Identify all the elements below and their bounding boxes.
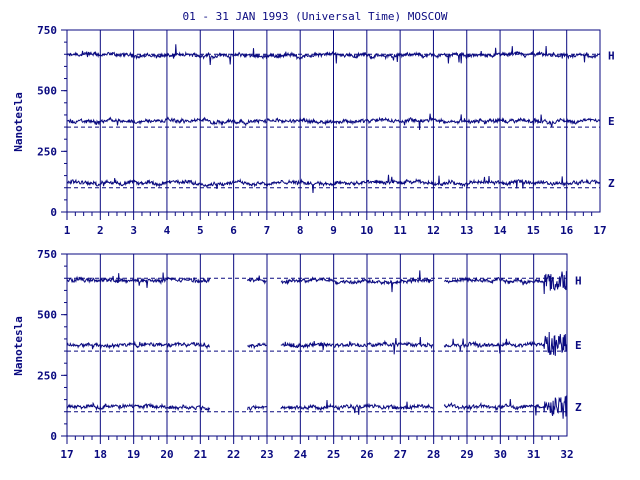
x-tick-label: 18 (94, 448, 107, 461)
x-tick-label: 27 (394, 448, 407, 461)
y-axis-label-bottom: Nanotesla (12, 316, 25, 376)
trace-z (66, 174, 601, 194)
trace-e (66, 331, 568, 356)
y-tick-label: 500 (37, 85, 57, 98)
x-tick-label: 21 (194, 448, 208, 461)
y-tick-label: 0 (50, 206, 57, 219)
x-tick-label: 32 (560, 448, 573, 461)
x-tick-label: 2 (97, 224, 104, 237)
y-tick-label: 0 (50, 430, 57, 443)
y-axis-label-top: Nanotesla (12, 92, 25, 152)
panel-top: Nanotesla 1 2 3 4 5 6 7 8 9 10 11 12 13 14 15 16 1702505… (12, 24, 615, 237)
x-tick-label: 29 (460, 448, 473, 461)
x-tick-label: 25 (327, 448, 340, 461)
x-tick-label: 28 (427, 448, 440, 461)
x-tick-label: 4 (164, 224, 171, 237)
trace-e (66, 113, 601, 131)
trace-h (66, 270, 568, 295)
series-label-e: E (608, 115, 615, 128)
panel-bottom: Nanotesla 17 18 19 20 21 22 23 24 25 26 27 28 29 30 31… (12, 248, 582, 461)
x-tick-label: 31 (527, 448, 541, 461)
trace-h (66, 44, 601, 66)
chart-title: 01 - 31 JAN 1993 (Universal Time) MOSCOW (183, 10, 448, 23)
x-tick-label: 12 (427, 224, 440, 237)
x-tick-label: 23 (260, 448, 273, 461)
x-tick-label: 9 (330, 224, 337, 237)
y-tick-label: 500 (37, 309, 57, 322)
x-tick-label: 13 (460, 224, 473, 237)
x-tick-label: 30 (494, 448, 507, 461)
x-tick-label: 24 (294, 448, 308, 461)
x-tick-label: 15 (527, 224, 540, 237)
series-label-z: Z (608, 177, 615, 190)
series-label-e: E (575, 339, 582, 352)
series-label-h: H (608, 49, 615, 62)
x-tick-label: 5 (197, 224, 204, 237)
series-label-z: Z (575, 401, 582, 414)
x-tick-label: 19 (127, 448, 140, 461)
x-tick-label: 10 (360, 224, 373, 237)
x-tick-label: 20 (160, 448, 173, 461)
series-label-h: H (575, 275, 582, 288)
y-tick-label: 250 (37, 145, 57, 158)
x-tick-label: 26 (360, 448, 374, 461)
y-tick-label: 750 (37, 24, 57, 37)
x-tick-label: 8 (297, 224, 304, 237)
x-tick-label: 14 (493, 224, 507, 237)
x-tick-label: 11 (394, 224, 408, 237)
x-tick-label: 7 (264, 224, 271, 237)
trace-z (66, 395, 568, 419)
y-tick-label: 250 (37, 369, 57, 382)
y-tick-label: 750 (37, 248, 57, 261)
x-tick-label: 17 (593, 224, 606, 237)
x-tick-label: 16 (560, 224, 574, 237)
x-tick-label: 3 (130, 224, 137, 237)
x-tick-label: 6 (230, 224, 237, 237)
x-tick-label: 1 (64, 224, 71, 237)
x-tick-label: 17 (60, 448, 73, 461)
x-tick-label: 22 (227, 448, 240, 461)
